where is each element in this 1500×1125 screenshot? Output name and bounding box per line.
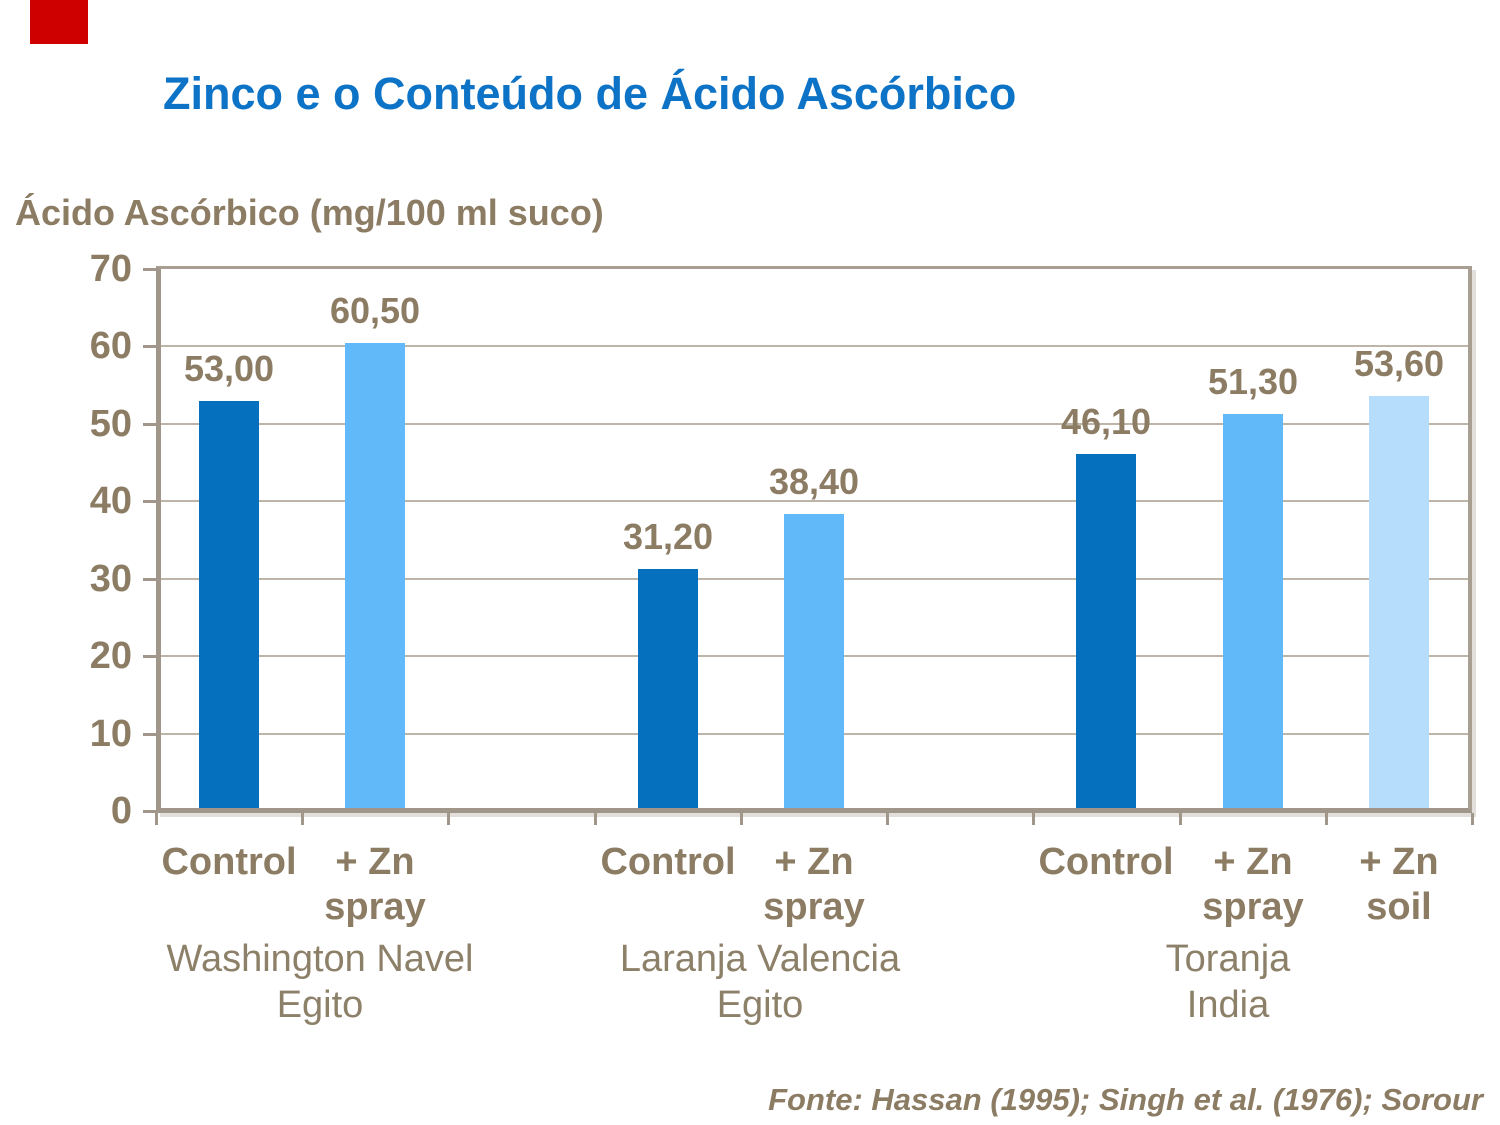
bar bbox=[199, 401, 259, 808]
y-axis-tick bbox=[143, 733, 156, 736]
y-axis-tick bbox=[143, 578, 156, 581]
x-tick-label: Control bbox=[109, 840, 349, 885]
group-label-line: Egito bbox=[716, 984, 804, 1026]
x-axis-tick bbox=[1325, 813, 1328, 825]
x-tick-label-line: Control bbox=[1038, 841, 1174, 883]
x-axis-tick bbox=[886, 813, 889, 825]
x-axis-tick bbox=[1179, 813, 1182, 825]
x-tick-label-line: Control bbox=[600, 841, 736, 883]
y-axis-label: 10 bbox=[89, 713, 132, 755]
y-axis-label: 30 bbox=[89, 558, 132, 600]
group-label: Laranja Valencia Egito bbox=[540, 936, 980, 1028]
y-axis-tick bbox=[143, 810, 156, 813]
x-tick-label-line: spray bbox=[763, 886, 865, 928]
bar bbox=[784, 514, 844, 808]
x-tick-label-line: + Zn bbox=[1359, 841, 1439, 883]
bar-value-label: 31,20 bbox=[622, 516, 714, 557]
x-axis-tick bbox=[1471, 813, 1474, 825]
y-axis-label: 60 bbox=[89, 325, 132, 367]
source-note: Fonte: Hassan (1995); Singh et al. (1976… bbox=[768, 1082, 1483, 1117]
x-axis-tick bbox=[447, 813, 450, 825]
x-tick-label: + Zn soil bbox=[1279, 840, 1500, 930]
x-tick-label: + Zn spray bbox=[255, 840, 495, 930]
x-tick-label: Control bbox=[986, 840, 1226, 885]
group-label: Toranja India bbox=[1008, 936, 1448, 1028]
y-axis-label: 40 bbox=[89, 480, 132, 522]
group-label-line: Washington Navel bbox=[166, 938, 474, 980]
y-axis-tick bbox=[143, 345, 156, 348]
bar-value-label: 53,60 bbox=[1353, 343, 1445, 384]
x-axis-tick bbox=[740, 813, 743, 825]
y-axis-tick bbox=[143, 423, 156, 426]
y-axis-tick bbox=[143, 268, 156, 271]
bar bbox=[1223, 414, 1283, 808]
bar bbox=[345, 343, 405, 808]
gridline bbox=[161, 345, 1468, 347]
plot-area bbox=[156, 266, 1472, 813]
x-axis-tick bbox=[594, 813, 597, 825]
x-tick-label-line: soil bbox=[1366, 886, 1432, 928]
y-axis-title: Ácido Ascórbico (mg/100 ml suco) bbox=[15, 192, 604, 233]
x-axis-tick bbox=[1032, 813, 1035, 825]
corner-marker bbox=[30, 0, 88, 44]
y-axis-label: 70 bbox=[89, 248, 132, 290]
x-tick-label-line: Control bbox=[161, 841, 297, 883]
bar-value-label: 38,40 bbox=[768, 461, 860, 502]
bar bbox=[1076, 454, 1136, 808]
gridline bbox=[161, 500, 1468, 502]
group-label-line: Egito bbox=[276, 984, 364, 1026]
group-label: Washington Navel Egito bbox=[100, 936, 540, 1028]
y-axis-tick bbox=[143, 500, 156, 503]
bar-value-label: 46,10 bbox=[1060, 401, 1152, 442]
y-axis-label: 0 bbox=[110, 790, 132, 832]
bar bbox=[638, 569, 698, 808]
x-tick-label-line: + Zn bbox=[1213, 841, 1293, 883]
x-tick-label-line: + Zn bbox=[774, 841, 854, 883]
x-axis-tick bbox=[155, 813, 158, 825]
chart-title: Zinco e o Conteúdo de Ácido Ascórbico bbox=[163, 68, 1017, 119]
bar-value-label: 53,00 bbox=[183, 348, 275, 389]
gridline bbox=[161, 423, 1468, 425]
group-label-line: Toranja bbox=[1165, 938, 1291, 980]
x-tick-label-line: spray bbox=[1202, 886, 1304, 928]
y-axis-tick bbox=[143, 655, 156, 658]
group-label-line: Laranja Valencia bbox=[619, 938, 901, 980]
x-tick-label-line: spray bbox=[324, 886, 426, 928]
x-tick-label: Control bbox=[548, 840, 788, 885]
x-tick-label: + Zn spray bbox=[1133, 840, 1373, 930]
y-axis-label: 50 bbox=[89, 403, 132, 445]
x-tick-label: + Zn spray bbox=[694, 840, 934, 930]
bar-value-label: 51,30 bbox=[1207, 361, 1299, 402]
bar bbox=[1369, 396, 1429, 808]
x-tick-label-line: + Zn bbox=[335, 841, 415, 883]
y-axis-label: 20 bbox=[89, 635, 132, 677]
group-label-line: India bbox=[1186, 984, 1270, 1026]
x-axis-tick bbox=[301, 813, 304, 825]
bar-value-label: 60,50 bbox=[329, 290, 421, 331]
